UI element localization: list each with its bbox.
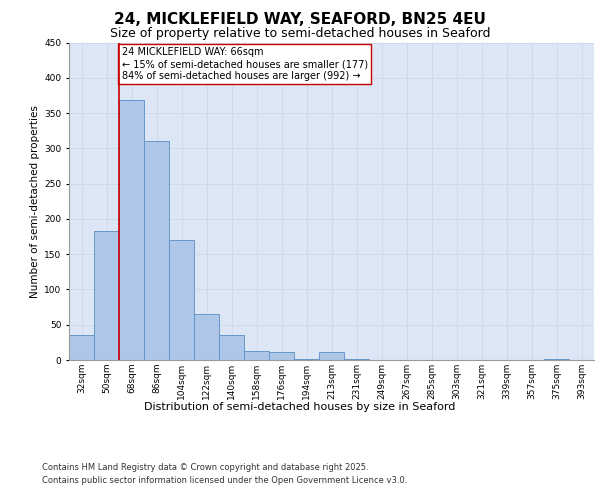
Bar	[269, 352, 294, 360]
Y-axis label: Number of semi-detached properties: Number of semi-detached properties	[30, 105, 40, 298]
Bar	[94, 231, 119, 360]
Bar	[169, 240, 194, 360]
Text: Distribution of semi-detached houses by size in Seaford: Distribution of semi-detached houses by …	[145, 402, 455, 412]
Bar	[244, 351, 269, 360]
Bar	[119, 100, 144, 360]
Text: Size of property relative to semi-detached houses in Seaford: Size of property relative to semi-detach…	[110, 28, 490, 40]
Bar	[69, 336, 94, 360]
Bar	[194, 314, 219, 360]
Text: Contains HM Land Registry data © Crown copyright and database right 2025.: Contains HM Land Registry data © Crown c…	[42, 462, 368, 471]
Text: Contains public sector information licensed under the Open Government Licence v3: Contains public sector information licen…	[42, 476, 407, 485]
Bar	[319, 352, 344, 360]
Text: 24 MICKLEFIELD WAY: 66sqm
← 15% of semi-detached houses are smaller (177)
84% of: 24 MICKLEFIELD WAY: 66sqm ← 15% of semi-…	[121, 48, 368, 80]
Text: 24, MICKLEFIELD WAY, SEAFORD, BN25 4EU: 24, MICKLEFIELD WAY, SEAFORD, BN25 4EU	[114, 12, 486, 28]
Bar	[144, 142, 169, 360]
Bar	[219, 336, 244, 360]
